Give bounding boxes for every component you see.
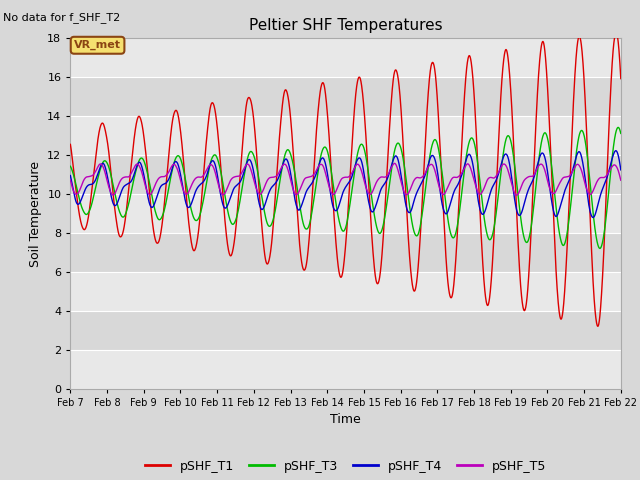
Title: Peltier SHF Temperatures: Peltier SHF Temperatures [249,18,442,33]
Bar [70,77,621,116]
Bar [70,311,621,350]
Bar [70,116,621,155]
Bar [70,155,621,194]
Y-axis label: Soil Temperature: Soil Temperature [29,161,42,266]
Legend: pSHF_T1, pSHF_T3, pSHF_T4, pSHF_T5: pSHF_T1, pSHF_T3, pSHF_T4, pSHF_T5 [140,455,552,478]
Text: VR_met: VR_met [74,40,121,50]
Text: No data for f_SHF_T2: No data for f_SHF_T2 [3,12,120,23]
X-axis label: Time: Time [330,413,361,426]
Bar [70,233,621,272]
Bar [70,38,621,77]
Bar [70,272,621,311]
Bar [70,194,621,233]
Bar [70,350,621,389]
